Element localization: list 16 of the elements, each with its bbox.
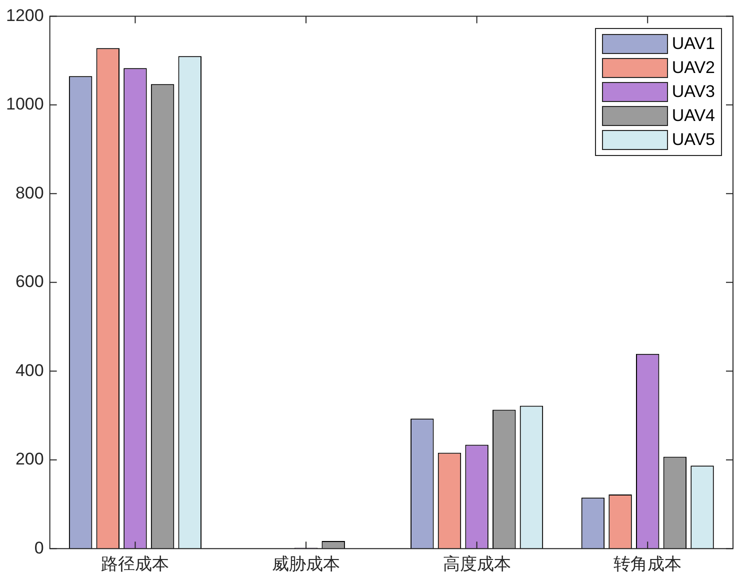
y-tick-label: 1200 — [6, 6, 44, 25]
legend-label: UAV5 — [672, 130, 715, 150]
legend-label: UAV4 — [672, 106, 715, 126]
legend-label: UAV3 — [672, 82, 715, 102]
legend-label: UAV2 — [672, 58, 715, 78]
y-tick-label: 400 — [15, 360, 44, 380]
legend-label: UAV1 — [672, 34, 715, 54]
y-tick-label: 1000 — [6, 94, 44, 114]
y-tick-label: 0 — [34, 538, 44, 558]
y-tick-label: 800 — [15, 183, 44, 202]
x-tick-label: 路径成本 — [101, 554, 170, 574]
y-tick-label: 200 — [15, 450, 44, 469]
y-tick-label: 600 — [15, 272, 44, 292]
x-tick-label: 转角成本 — [614, 554, 682, 574]
x-tick-label: 威胁成本 — [272, 554, 340, 574]
x-tick-label: 高度成本 — [442, 554, 511, 574]
